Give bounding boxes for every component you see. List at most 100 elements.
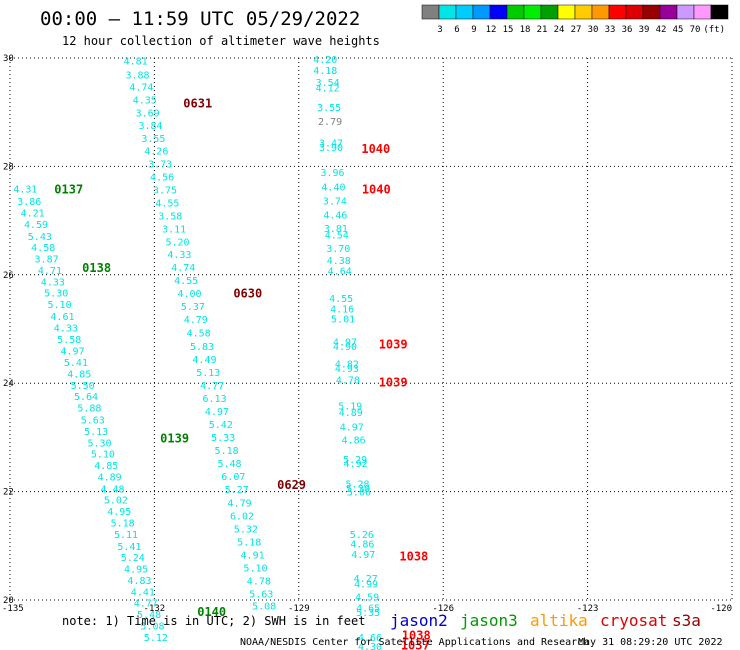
legend-swatch: [489, 4, 508, 20]
wave-height-value: 4.31: [13, 185, 37, 196]
wave-height-value: 5.12: [144, 633, 168, 644]
wave-height-value: 6.07: [221, 472, 245, 483]
y-tick-label: 26: [3, 271, 14, 281]
wave-height-value: 4.97: [61, 347, 85, 358]
pass-time-label: 0631: [183, 96, 212, 110]
wave-height-value: 4.49: [192, 355, 216, 366]
wave-height-value: 5.35: [356, 608, 380, 619]
wave-height-value: 5.27: [225, 485, 249, 496]
legend-label: 3: [437, 25, 442, 35]
wave-height-value: 4.89: [98, 472, 122, 483]
x-tick-label: -120: [710, 604, 732, 614]
pass-time-label: 0140: [197, 605, 226, 619]
legend-label: 15: [503, 25, 514, 35]
wave-height-value: 4.12: [316, 83, 340, 94]
wave-height-value: 3.90: [319, 143, 343, 154]
wave-height-value: 4.97: [333, 337, 357, 348]
legend-swatch: [676, 4, 695, 20]
legend-label: 24: [554, 25, 565, 35]
wave-height-value: 4.59: [355, 593, 379, 604]
wave-height-value: 4.95: [124, 565, 148, 576]
wave-height-value: 5.18: [215, 446, 239, 457]
wave-height-value: 4.00: [177, 289, 201, 300]
legend-label: 39: [639, 25, 650, 35]
legend-swatch: [642, 4, 661, 20]
pass-time-label: 1039: [379, 376, 408, 390]
color-legend: 3 6 9 12 15 18 21 24 27 30 33 36 39 42 45 70 (ft): [421, 4, 729, 35]
satellite-name-jason3: jason3: [460, 611, 518, 630]
wave-height-value: 4.85: [94, 461, 118, 472]
pass-time-label: 1040: [362, 183, 391, 197]
wave-height-value: 5.41: [64, 358, 88, 369]
legend-label: 30: [588, 25, 599, 35]
wave-height-value: 5.58: [57, 335, 81, 346]
wave-height-value: 4.97: [351, 550, 375, 561]
wave-height-value: 3.54: [316, 78, 340, 89]
legend-label: 21: [537, 25, 548, 35]
wave-height-value: 4.55: [155, 199, 179, 210]
wave-height-value: 3.55: [317, 103, 341, 114]
wave-height-value: 5.18: [237, 537, 261, 548]
footer-note: note: 1) Time is in UTC; 2) SWH is in fe…: [62, 614, 365, 628]
wave-height-value: 5.10: [243, 563, 267, 574]
wave-height-value: 5.26: [350, 530, 374, 541]
wave-height-value: 4.74: [129, 83, 153, 94]
wave-height-value: 5.13: [84, 427, 108, 438]
wave-height-value: 5.02: [104, 496, 128, 507]
legend-label: 36: [622, 25, 633, 35]
wave-height-value: 4.99: [354, 580, 378, 591]
wave-height-value: 5.30: [346, 484, 370, 495]
wave-height-value: 4.59: [24, 220, 48, 231]
wave-height-value: 5.10: [48, 300, 72, 311]
y-tick-label: 28: [3, 162, 14, 172]
wave-height-value: 5.48: [217, 459, 241, 470]
satellite-name-jason2: jason2: [390, 611, 448, 630]
wave-height-value: 4.74: [171, 263, 195, 274]
pass-time-label: 1040: [361, 142, 390, 156]
legend-label: 33: [605, 25, 616, 35]
y-tick-label: 30: [3, 54, 14, 64]
pass-time-label: 0629: [277, 478, 306, 492]
wave-height-value: 4.78: [336, 375, 360, 386]
wave-height-value: 2.79: [318, 117, 342, 128]
pass-time-label: 1039: [379, 338, 408, 352]
wave-height-value: 5.13: [196, 368, 220, 379]
legend-label: 45: [673, 25, 684, 35]
wave-height-value: 4.16: [330, 304, 354, 315]
pass-time-label: 0137: [54, 183, 83, 197]
wave-height-value: 4.26: [144, 147, 168, 158]
wave-height-value: 4.90: [333, 342, 357, 353]
wave-height-value: 5.50: [71, 381, 95, 392]
wave-height-value: 5.28: [345, 479, 369, 490]
wave-height-value: 5.19: [338, 401, 362, 412]
legend-swatch: [557, 4, 576, 20]
wave-height-value: 5.20: [165, 238, 189, 249]
wave-height-value: 5.08: [252, 601, 276, 612]
legend-label: 27: [571, 25, 582, 35]
legend-swatch: [608, 4, 627, 20]
wave-height-value: 4.40: [321, 182, 345, 193]
wave-height-value: 4.93: [335, 364, 359, 375]
legend-swatch: [523, 4, 542, 20]
wave-height-value: 4.46: [323, 211, 347, 222]
wave-height-value: 4.91: [241, 550, 265, 561]
y-tick-label: 22: [3, 488, 14, 498]
wave-height-value: 3.86: [17, 197, 41, 208]
wave-height-value: 5.30: [87, 438, 111, 449]
legend-label: 42: [656, 25, 667, 35]
wave-height-value: 3.96: [320, 168, 344, 179]
wave-height-value: 5.43: [28, 232, 52, 243]
wave-height-value: 5.01: [331, 315, 355, 326]
legend-unit: (ft): [703, 25, 725, 35]
wave-height-value: 5.37: [181, 302, 205, 313]
wave-height-value: 5.10: [91, 450, 115, 461]
legend-swatch: [710, 4, 729, 20]
wave-height-value: 3.55: [141, 134, 165, 145]
wave-height-value: 4.30: [358, 642, 382, 650]
legend-swatch: [421, 4, 440, 20]
wave-height-value: 4.56: [150, 173, 174, 184]
wave-height-value: 4.38: [327, 256, 351, 267]
legend-swatch: [693, 4, 712, 20]
wave-height-value: 3.88: [126, 70, 150, 81]
